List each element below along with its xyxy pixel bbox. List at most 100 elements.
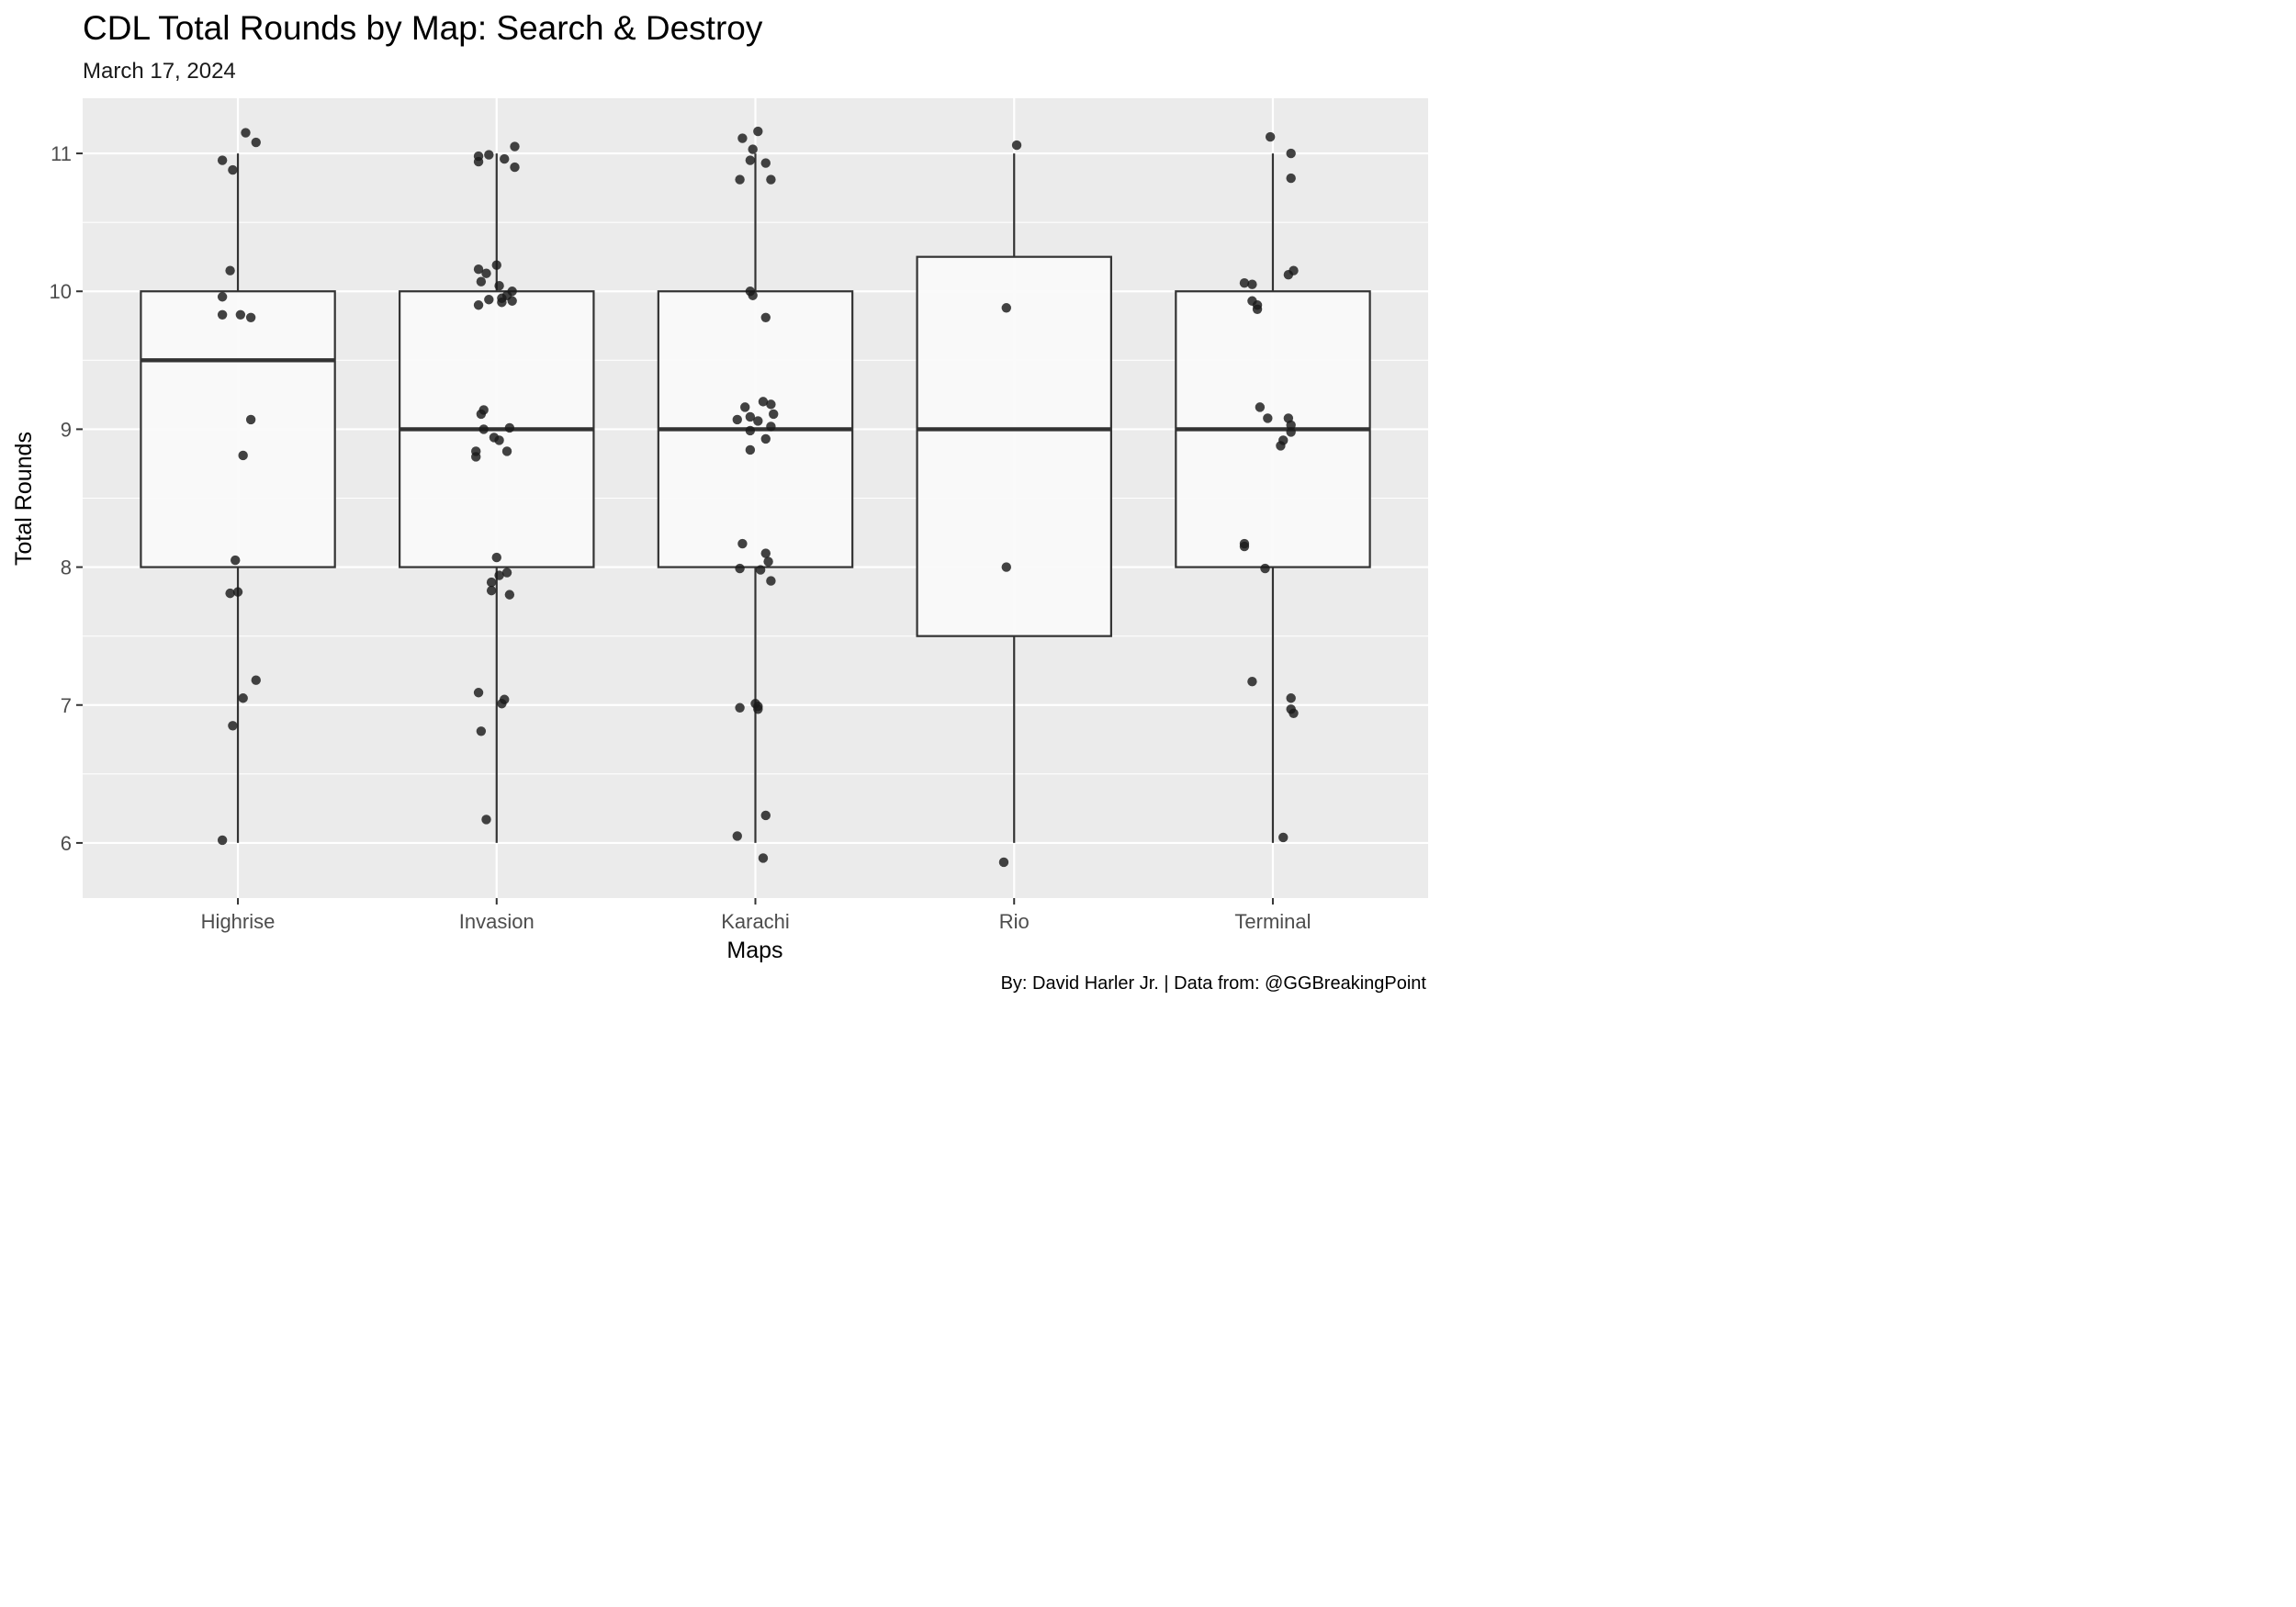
data-point [501, 446, 512, 456]
data-point [760, 312, 771, 322]
data-point [753, 704, 763, 714]
data-point [504, 590, 515, 600]
y-axis-title: Total Rounds [11, 432, 37, 566]
box-invasion [399, 153, 595, 843]
data-point [478, 424, 489, 434]
data-point [510, 162, 520, 173]
data-point [1252, 304, 1263, 314]
y-tick-label: 8 [61, 556, 72, 579]
data-point [748, 144, 758, 154]
data-point [732, 414, 742, 425]
x-tick-label: Terminal [1234, 910, 1311, 933]
data-point [251, 675, 261, 685]
data-point [760, 158, 771, 168]
data-point [491, 552, 501, 563]
data-point [245, 312, 256, 322]
data-point [217, 835, 228, 846]
data-point [745, 155, 756, 165]
y-axis: 6 7 8 9 10 11 [50, 142, 83, 855]
data-point [225, 588, 235, 599]
data-point [251, 137, 261, 148]
data-point [1286, 693, 1296, 703]
data-point [1286, 427, 1296, 437]
data-point [769, 409, 779, 420]
data-point [766, 399, 776, 410]
data-point [1289, 708, 1299, 718]
box-karachi [657, 153, 854, 843]
jitter-points-layer [217, 126, 1299, 868]
data-point [753, 416, 763, 426]
data-point [1255, 402, 1266, 412]
data-point [1278, 832, 1289, 843]
data-point [745, 425, 756, 436]
data-point [217, 292, 228, 302]
data-point [758, 397, 769, 407]
data-point [238, 693, 248, 703]
box-rio [916, 153, 1112, 843]
data-point [753, 126, 763, 137]
data-point [473, 300, 484, 310]
data-point [1001, 303, 1011, 313]
data-point [1247, 279, 1257, 289]
data-point [766, 576, 776, 586]
data-point [758, 853, 769, 863]
data-point [735, 702, 745, 713]
chart-caption: By: David Harler Jr. | Data from: @GGBre… [1000, 973, 1426, 994]
data-point [1001, 562, 1011, 572]
data-point [745, 411, 756, 422]
data-point [473, 688, 484, 698]
data-point [755, 565, 766, 575]
data-point [766, 421, 776, 432]
chart-title: CDL Total Rounds by Map: Search & Destro… [83, 9, 763, 47]
x-tick-label: Invasion [459, 910, 535, 933]
y-tick-label: 10 [50, 280, 72, 303]
data-point [740, 402, 750, 412]
data-point [497, 699, 507, 709]
data-point [241, 128, 251, 138]
data-point [745, 444, 756, 455]
boxplot-chart: 6 7 8 9 10 11 Highrise Invasion Karachi Rio Termi… [11, 98, 1428, 963]
data-point [238, 450, 248, 461]
box-iqr [140, 290, 336, 568]
x-axis: Highrise Invasion Karachi Rio Terminal [201, 898, 1311, 933]
chart-subtitle: March 17, 2024 [83, 59, 236, 84]
data-point [737, 133, 748, 143]
data-point [471, 452, 481, 462]
data-point [998, 857, 1009, 868]
data-point [1286, 148, 1296, 159]
data-point [235, 309, 246, 320]
x-tick-label: Highrise [201, 910, 276, 933]
data-point [232, 587, 243, 597]
data-point [497, 298, 507, 308]
data-point [763, 556, 773, 567]
data-point [217, 155, 228, 165]
data-point [1283, 270, 1294, 280]
data-point [484, 295, 494, 305]
data-point [504, 422, 515, 433]
data-point [1247, 677, 1257, 687]
data-point [760, 548, 771, 558]
data-point [1239, 541, 1250, 552]
x-tick-label: Rio [999, 910, 1030, 933]
data-point [491, 260, 501, 270]
data-point [735, 563, 745, 574]
data-point [760, 810, 771, 821]
y-tick-label: 9 [61, 418, 72, 441]
data-point [494, 435, 504, 445]
data-point [225, 265, 235, 275]
data-point [1011, 140, 1022, 151]
data-point [1239, 278, 1250, 288]
data-point [473, 264, 484, 275]
x-axis-title: Maps [726, 938, 782, 963]
data-point [231, 555, 241, 566]
data-point [228, 721, 238, 731]
data-point [486, 585, 497, 596]
data-point [476, 276, 487, 287]
y-tick-label: 6 [61, 832, 72, 855]
data-point [476, 409, 487, 420]
data-point [735, 174, 745, 185]
data-point [1286, 420, 1296, 431]
data-point [1260, 563, 1270, 574]
data-point [501, 568, 512, 578]
data-point [217, 309, 228, 320]
